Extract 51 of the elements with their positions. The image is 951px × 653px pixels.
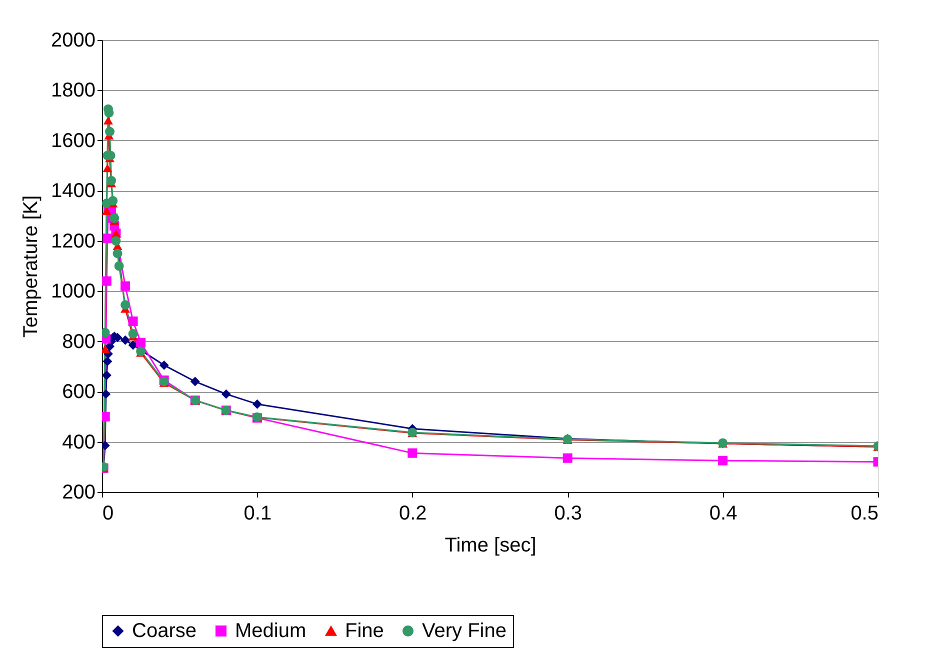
x-tick-label: 0.2	[398, 502, 427, 524]
point	[102, 234, 112, 244]
point	[102, 356, 112, 366]
point	[120, 300, 130, 310]
point	[718, 456, 728, 466]
y-axis-title: Temperature [K]	[20, 195, 42, 338]
y-tick-label: 1200	[51, 230, 96, 252]
y-tick-label: 2000	[51, 30, 96, 52]
point	[112, 248, 122, 258]
point	[120, 281, 130, 291]
point	[221, 389, 231, 399]
point	[190, 376, 200, 386]
y-tick-label: 800	[62, 330, 96, 353]
x-tick-label: 0	[102, 502, 114, 524]
point	[106, 176, 116, 186]
point	[136, 338, 146, 348]
y-tick-label: 1000	[51, 280, 96, 303]
y-tick-label: 1600	[51, 130, 96, 152]
point	[128, 329, 138, 339]
x-tick-label: 0.3	[554, 502, 582, 524]
legend-label: Fine	[345, 620, 384, 642]
point	[102, 206, 112, 215]
point	[102, 276, 112, 286]
x-tick-label: 0.5	[850, 502, 878, 524]
y-tick-label: 200	[62, 482, 96, 504]
point	[120, 335, 130, 345]
point	[104, 108, 114, 118]
point	[102, 370, 112, 380]
point	[102, 164, 112, 172]
point	[108, 196, 118, 206]
point	[114, 261, 124, 271]
legend-label: Coarse	[132, 620, 196, 642]
x-axis-title: Time [sec]	[444, 534, 536, 556]
y-tick-label: 1400	[51, 180, 96, 202]
y-tick-label: 400	[62, 431, 96, 454]
x-tick-label: 0.4	[709, 502, 738, 524]
point	[128, 316, 138, 326]
y-tick-label: 1800	[51, 80, 96, 102]
point	[102, 389, 111, 399]
point	[562, 453, 572, 463]
point	[252, 399, 262, 409]
point	[105, 126, 115, 136]
legend-label: Very Fine	[422, 620, 506, 642]
point	[128, 340, 138, 350]
point	[159, 360, 169, 370]
point	[103, 116, 113, 124]
point	[111, 236, 121, 246]
legend-label: Medium	[235, 620, 306, 642]
y-tick-label: 600	[62, 381, 96, 404]
point	[408, 448, 418, 458]
x-tick-label: 0.1	[244, 502, 272, 524]
